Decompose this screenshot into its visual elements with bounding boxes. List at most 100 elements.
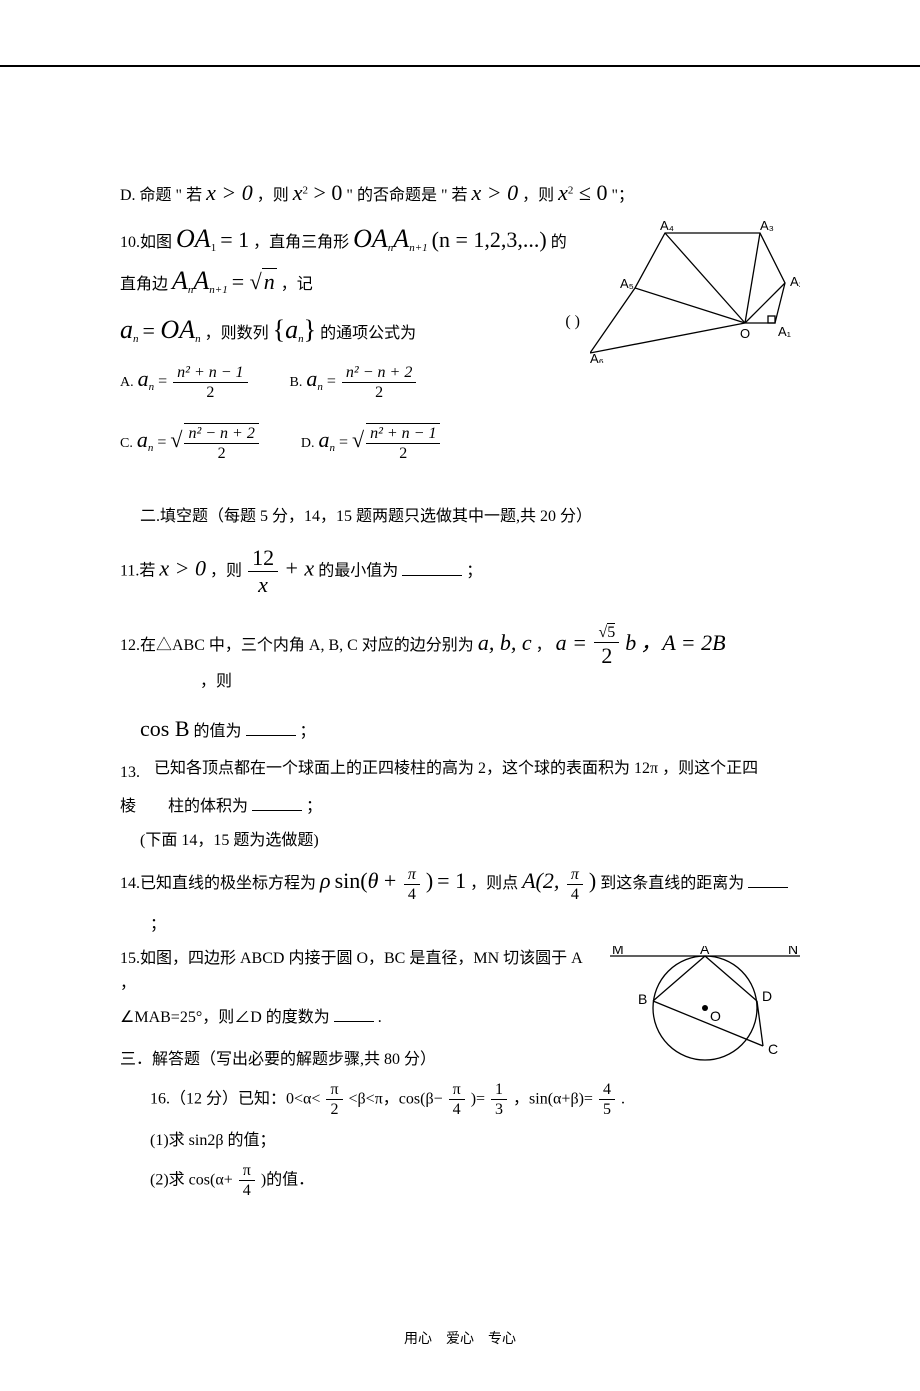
optA-label: A. bbox=[120, 375, 134, 390]
lbl-n: N bbox=[788, 946, 798, 957]
question-d: D. 命题 " 若 x > 0 ，则 x2 > 0 " 的否命题是 " 若 x … bbox=[120, 175, 800, 210]
q10-oan2: OA bbox=[160, 315, 195, 344]
q14-txt2: 到这条直线的距离为 bbox=[600, 875, 744, 892]
q16-f4: 4 bbox=[599, 1080, 615, 1100]
q16-lt: <β<π，cos(β− bbox=[349, 1091, 443, 1108]
qd-cond2: x > 0 bbox=[472, 180, 519, 205]
q10-parenr: ( ) bbox=[565, 309, 580, 335]
optC-lhs: a bbox=[137, 427, 148, 452]
q10-figure: A₁ A₂ A₃ A₄ A₅ A₆ O bbox=[590, 218, 800, 372]
q15-blank bbox=[334, 1005, 374, 1022]
q14-blank bbox=[748, 871, 788, 888]
q14-end: ； bbox=[150, 912, 800, 938]
q12-den: 2 bbox=[594, 643, 619, 669]
q14-four2: 4 bbox=[567, 885, 583, 904]
q10-pre: 10.如图 bbox=[120, 234, 176, 251]
optB-num: n² − n + 2 bbox=[342, 363, 416, 383]
q16-comma: ，sin(α+β)= bbox=[513, 1091, 593, 1108]
optB-lhs: a bbox=[306, 366, 317, 391]
optD-sub: n bbox=[329, 442, 335, 454]
q10-options-row1: A. an = n² + n − 12 B. an = n² − n + 22 bbox=[120, 361, 580, 402]
q16-one: 1 bbox=[491, 1080, 507, 1100]
q13-end: ； bbox=[306, 798, 322, 815]
q12-txt2: 的值为 bbox=[194, 723, 242, 740]
qd-then1-lhs: x bbox=[293, 180, 303, 205]
optA-lhs: a bbox=[138, 366, 149, 391]
q14-pre: 14.已知直线的极坐标方程为 bbox=[120, 875, 320, 892]
q16-two: 2 bbox=[326, 1100, 342, 1119]
q16-pi1: π bbox=[326, 1080, 342, 1100]
q10-paren: (n = 1,2,3,...) bbox=[432, 227, 547, 252]
question-15: M A N B O D C 15.如图，四边形 ABCD 内接于圆 O，BC 是… bbox=[120, 946, 800, 1031]
optD-eq: = bbox=[339, 434, 352, 451]
page-footer: 用心 爱心 专心 bbox=[120, 1329, 800, 1351]
qd-then2-lhs: x bbox=[558, 180, 568, 205]
q14-plus: + bbox=[378, 868, 401, 893]
question-16: 16.（12 分）已知：0<α< π2 <β<π，cos(β− π4 )= 13… bbox=[150, 1080, 800, 1119]
q14-close2: ) bbox=[589, 868, 596, 893]
q16-three: 3 bbox=[491, 1100, 507, 1119]
q10-eq2: = bbox=[232, 269, 250, 294]
q10-a1: A bbox=[393, 224, 409, 253]
q13-pi12: 12π bbox=[634, 760, 658, 777]
qd-pre: D. 命题 " 若 bbox=[120, 187, 206, 204]
q16-pi3: π bbox=[239, 1161, 255, 1181]
q10-aneq-sub: n bbox=[133, 334, 139, 346]
optD-num: n² + n − 1 bbox=[366, 424, 440, 444]
q12-end: ； bbox=[300, 723, 316, 740]
lbl-a5: A₅ bbox=[620, 276, 634, 291]
q16-pre: 16.（12 分）已知：0<α< bbox=[150, 1091, 320, 1108]
qd-end: "； bbox=[611, 187, 634, 204]
optA-den: 2 bbox=[173, 383, 247, 402]
q10-oa1-sub: 1 bbox=[211, 242, 217, 254]
optA-num: n² + n − 1 bbox=[173, 363, 247, 383]
q12-b: b bbox=[625, 630, 636, 655]
optB-label: B. bbox=[290, 375, 303, 390]
q12-a2b: ，A = 2B bbox=[640, 630, 725, 655]
q12-blank bbox=[246, 719, 296, 736]
q14-close: ) bbox=[426, 868, 433, 893]
q11-num: 12 bbox=[248, 545, 278, 572]
q10-txt4: ，则数列 bbox=[205, 325, 273, 342]
q10-txt1: ，直角三角形 bbox=[253, 234, 353, 251]
qd-mid2: " 的否命题是 " 若 bbox=[346, 187, 471, 204]
q16-p1: (1)求 sin2β 的值； bbox=[150, 1128, 800, 1154]
q12-comma: ， bbox=[536, 637, 552, 654]
q11-den: x bbox=[248, 572, 278, 598]
q11-plus: + x bbox=[284, 556, 314, 581]
q16-eq1: )= bbox=[471, 1091, 485, 1108]
q13-num: 13. bbox=[120, 764, 140, 781]
q14-theta: θ bbox=[368, 868, 379, 893]
optC-sub: n bbox=[148, 442, 154, 454]
optB-eq: = bbox=[327, 373, 340, 390]
page-content: D. 命题 " 若 x > 0 ，则 x2 > 0 " 的否命题是 " 若 x … bbox=[0, 65, 920, 1391]
optC-den: 2 bbox=[184, 444, 258, 463]
q16-four2: 4 bbox=[239, 1181, 255, 1200]
lbl-o2: O bbox=[710, 1008, 721, 1024]
q10-oan2-sub: n bbox=[195, 334, 201, 346]
q10-txt3: ，记 bbox=[281, 276, 313, 293]
q14-sin: sin( bbox=[335, 868, 368, 893]
q13-txt1: 已知各顶点都在一个球面上的正四棱柱的高为 2，这个球的表面积为 bbox=[154, 760, 630, 777]
q16-p2: (2)求 cos(α+ π4 )的值． bbox=[150, 1161, 800, 1200]
q10-opt-a: A. an = n² + n − 12 bbox=[120, 361, 250, 402]
section-2-title: 二.填空题（每题 5 分，14，15 题两题只选做其中一题,共 20 分） bbox=[140, 504, 800, 530]
q16-five: 5 bbox=[599, 1100, 615, 1119]
q10-aneq: a bbox=[120, 315, 133, 344]
q14-rho: ρ bbox=[320, 868, 331, 893]
q10-br: } bbox=[304, 315, 316, 344]
optB-sub: n bbox=[317, 381, 323, 393]
q10-opt-b: B. an = n² − n + 22 bbox=[290, 361, 419, 402]
q10-opt-c: C. an = √n² − n + 22 bbox=[120, 422, 261, 464]
question-12: 12.在△ABC 中，三个内角 A, B, C 对应的边分别为 a, b, c … bbox=[120, 623, 800, 695]
lbl-a4: A₄ bbox=[660, 218, 674, 233]
q12-sqrt5: 5 bbox=[607, 623, 615, 641]
q12-pre: 12.在△ABC 中，三个内角 A, B, C 对应的边分别为 bbox=[120, 637, 478, 654]
q14-pi2: π bbox=[567, 865, 583, 885]
qd-cond1: x > 0 bbox=[206, 180, 253, 205]
lbl-a: A bbox=[700, 946, 710, 957]
lbl-a1: A₁ bbox=[778, 324, 792, 339]
q14-four1: 4 bbox=[404, 885, 420, 904]
q16-p2-pre: (2)求 cos(α+ bbox=[150, 1172, 233, 1189]
question-10: A₁ A₂ A₃ A₄ A₅ A₆ O 10.如图 OA1 = 1 ，直角三角形… bbox=[120, 218, 800, 483]
